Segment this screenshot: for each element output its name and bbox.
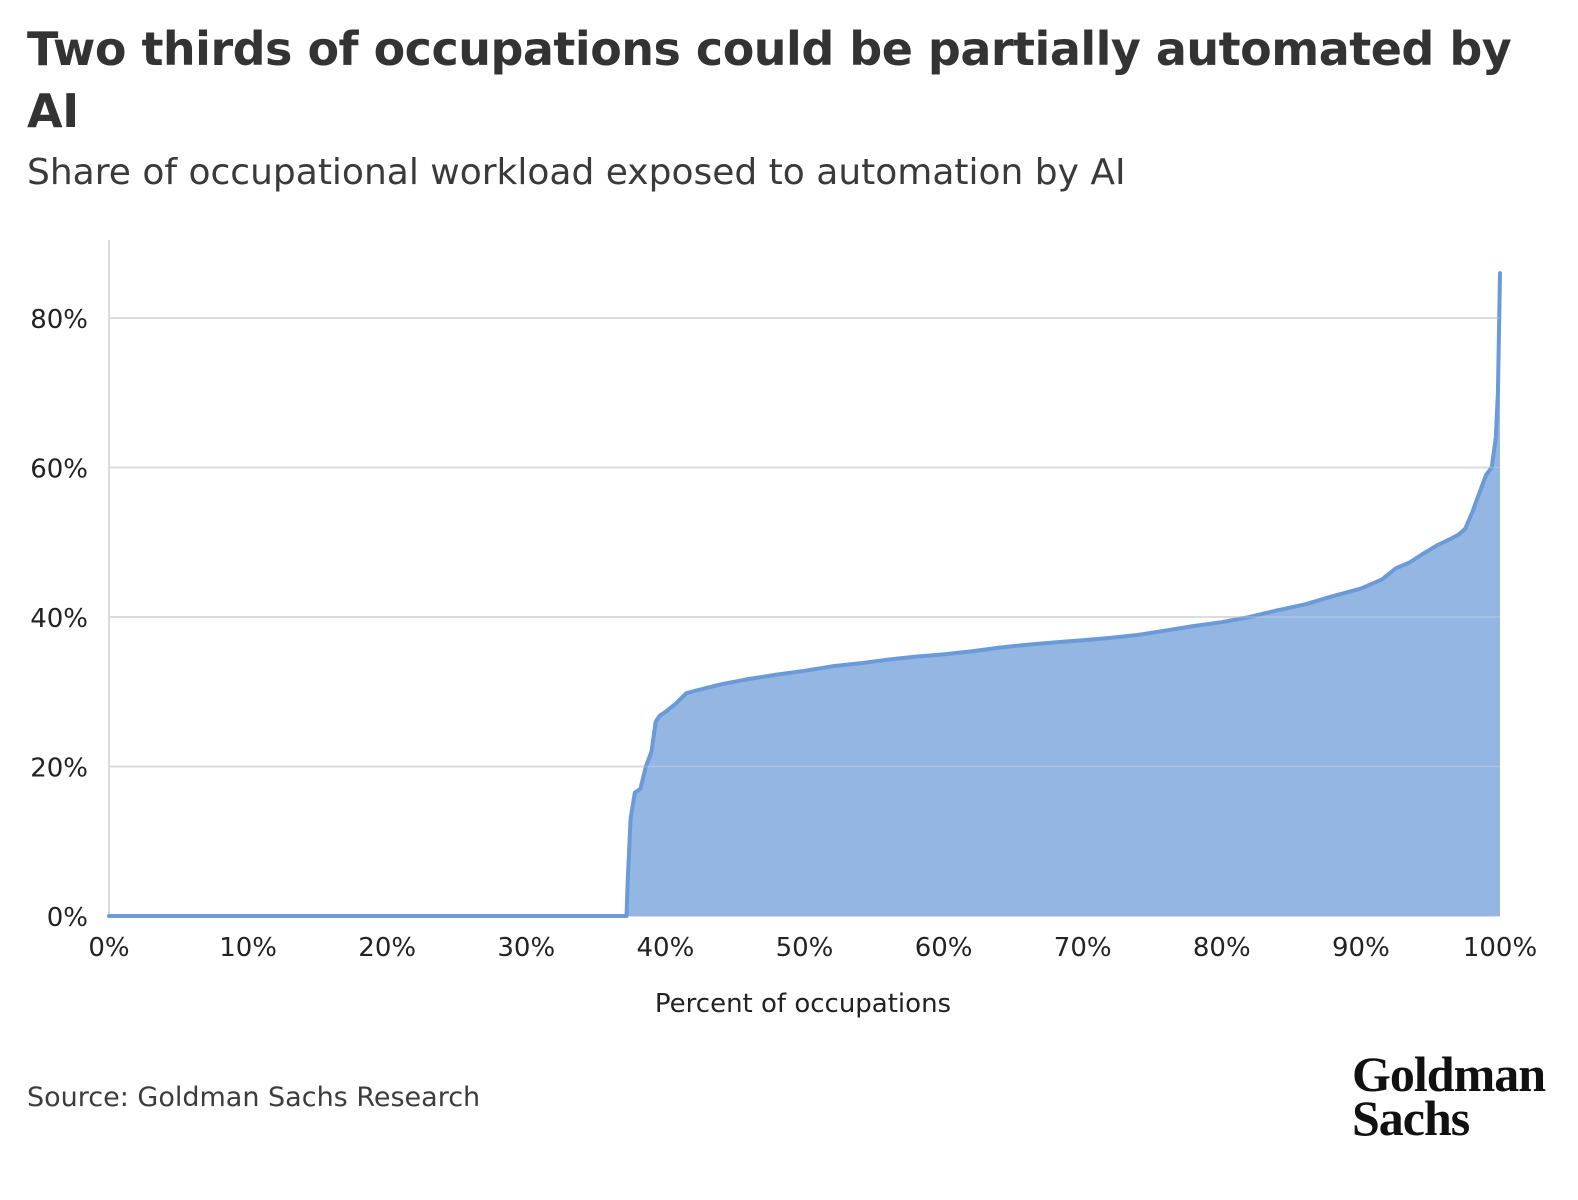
x-tick-label-10: 10% [219, 933, 277, 963]
y-tick-label-40: 40% [30, 604, 88, 634]
x-axis-title: Percent of occupations [655, 989, 951, 1019]
x-tick-label-60: 60% [915, 933, 973, 963]
x-tick-label-70: 70% [1054, 933, 1112, 963]
y-tick-label-60: 60% [30, 455, 88, 485]
x-tick-label-50: 50% [776, 933, 834, 963]
chart-title: Two thirds of occupations could be parti… [27, 22, 1512, 138]
area-layer [107, 271, 1502, 918]
logo-line-2: Sachs [1352, 1090, 1470, 1146]
y-tick-label-20: 20% [30, 754, 88, 784]
series-line [107, 271, 1502, 918]
chart-subtitle: Share of occupational workload exposed t… [27, 152, 1126, 193]
x-tick-label-30: 30% [497, 933, 555, 963]
logo-line-1: Goldman [1352, 1046, 1546, 1102]
y-tick-label-0: 0% [47, 903, 88, 933]
x-tick-label-90: 90% [1332, 933, 1390, 963]
x-axis: 0% 10% 20% 30% 40% 50% 60% 70% 80% 90% 100% [88, 933, 1537, 963]
y-axis: 0% 20% 40% 60% 80% [30, 305, 88, 933]
x-tick-label-40: 40% [637, 933, 695, 963]
goldman-sachs-logo: Goldman Sachs [1352, 1046, 1546, 1146]
area-fill [109, 273, 1500, 917]
x-tick-label-20: 20% [358, 933, 416, 963]
x-tick-label-80: 80% [1193, 933, 1251, 963]
x-tick-label-100: 100% [1463, 933, 1537, 963]
y-tick-label-80: 80% [30, 305, 88, 335]
source-note: Source: Goldman Sachs Research [27, 1082, 481, 1113]
area-chart: 0% 20% 40% 60% 80% 0% 10% 20% 30% 40% 50% 60% 70% 80… [30, 240, 1537, 1019]
x-tick-label-0: 0% [88, 933, 129, 963]
